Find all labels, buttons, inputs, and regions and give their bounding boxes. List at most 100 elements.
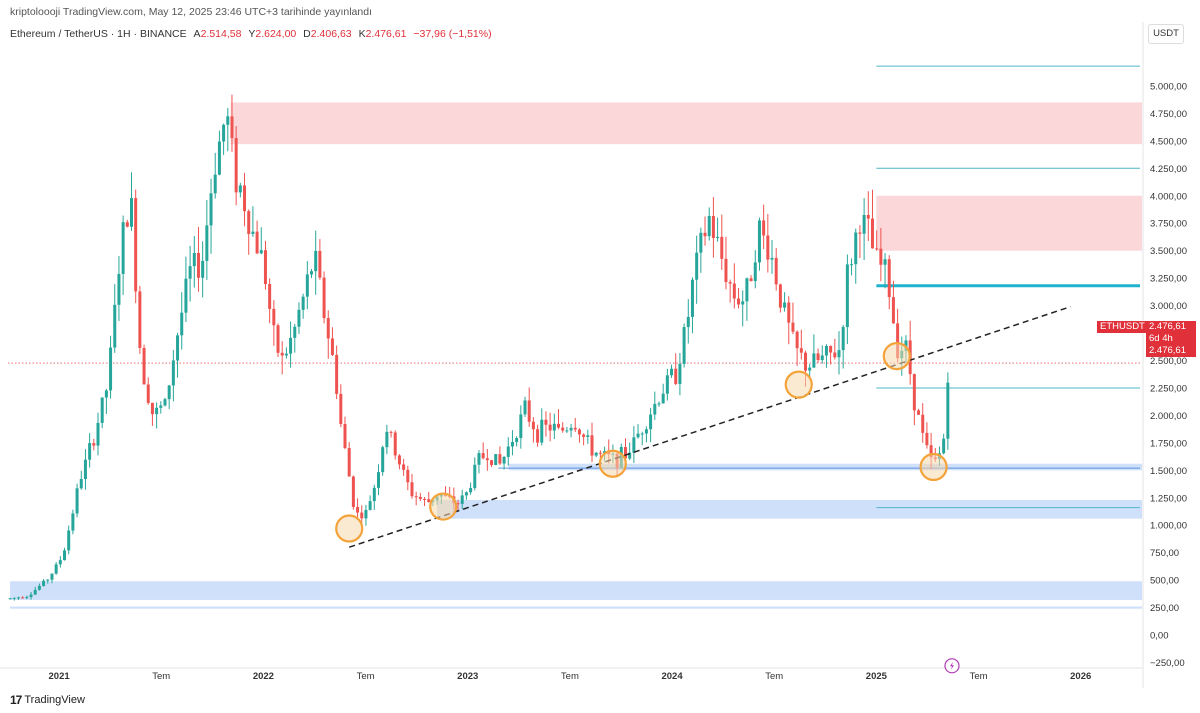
candle-body <box>586 435 590 437</box>
candle-body <box>247 211 251 234</box>
candle-body <box>222 124 226 142</box>
candle-body <box>21 597 25 599</box>
x-tick-label: 2021 <box>49 671 71 682</box>
candle-body <box>628 452 632 459</box>
candle-body <box>799 348 803 353</box>
candle-body <box>46 579 50 581</box>
candle-body <box>711 215 715 238</box>
y-tick-label: 4.250,00 <box>1150 164 1187 175</box>
lightning-bolt <box>949 661 954 670</box>
candle-body <box>929 445 933 458</box>
candle-body <box>209 193 213 226</box>
x-tick-label: 2025 <box>866 671 888 682</box>
support-zone <box>508 463 1142 471</box>
candle-body <box>16 597 20 599</box>
y-tick-label: 5.000,00 <box>1150 81 1187 92</box>
candle-body <box>720 236 724 259</box>
candle-body <box>360 512 364 519</box>
candle-body <box>841 327 845 351</box>
candle-body <box>330 338 334 355</box>
candle-body <box>804 352 808 371</box>
x-tick-label: 2026 <box>1070 671 1091 682</box>
touch-point-circle <box>919 452 948 482</box>
candle-body <box>829 345 833 353</box>
candle-body <box>883 259 887 265</box>
x-tick-label: 2022 <box>253 671 274 682</box>
candle-body <box>146 384 150 403</box>
candle-body <box>150 402 154 415</box>
candle-body <box>280 352 284 356</box>
candle-body <box>879 248 883 265</box>
candle-body <box>561 427 565 431</box>
candle-body <box>569 427 573 431</box>
candle-body <box>942 438 946 454</box>
candle-body <box>322 277 326 319</box>
x-tick-label: Tem <box>970 671 988 682</box>
candle-body <box>276 325 280 353</box>
candle-body <box>783 302 787 308</box>
candle-body <box>745 278 749 302</box>
candle-body <box>243 185 247 212</box>
candle-body <box>787 302 791 323</box>
candle-body <box>753 262 757 282</box>
candle-body <box>833 352 837 358</box>
candle-body <box>88 443 92 460</box>
candle-body <box>640 433 644 435</box>
currency-selector[interactable]: USDT <box>1148 24 1184 44</box>
candle-body <box>368 501 372 510</box>
candle-body <box>724 258 728 283</box>
candle-body <box>854 232 858 265</box>
y-tick-label: 4.000,00 <box>1150 191 1187 202</box>
candle-body <box>837 350 841 358</box>
candle-body <box>762 220 766 236</box>
touch-point-circle <box>429 492 458 521</box>
candle-body <box>770 257 774 260</box>
candle-body <box>318 250 322 278</box>
candle-body <box>469 487 473 493</box>
candle-body <box>259 250 263 254</box>
candle-body <box>50 573 54 580</box>
candle-body <box>255 231 259 254</box>
candle-body <box>263 250 267 284</box>
candle-body <box>502 456 506 464</box>
candle-body <box>866 214 870 219</box>
candle-body <box>393 432 397 456</box>
candle-body <box>117 273 121 305</box>
candle-body <box>741 301 745 305</box>
candle-body <box>205 225 209 261</box>
candle-body <box>527 400 531 422</box>
candle-body <box>138 291 142 348</box>
candle-body <box>96 422 100 446</box>
candle-body <box>766 235 770 260</box>
candle-body <box>716 236 720 238</box>
candle-body <box>603 451 607 453</box>
candle-body <box>297 309 301 327</box>
candle-body <box>134 198 138 292</box>
candle-body <box>875 248 879 250</box>
x-tick-label: 2024 <box>661 671 683 682</box>
tradingview-logo[interactable]: 17 TradingView <box>10 693 85 707</box>
candle-body <box>310 271 314 275</box>
candle-body <box>171 360 175 386</box>
candle-body <box>335 354 339 394</box>
touch-point-circle <box>335 514 364 543</box>
candle-body <box>531 421 535 430</box>
candle-body <box>364 509 368 519</box>
candle-body <box>192 252 196 267</box>
candle-body <box>376 472 380 488</box>
candle-body <box>113 304 117 348</box>
candle-body <box>397 455 401 465</box>
candle-body <box>33 589 37 595</box>
candle-body <box>234 138 238 193</box>
y-tick-label: 3.000,00 <box>1150 301 1187 312</box>
candle-body <box>92 443 96 446</box>
candle-body <box>544 419 548 425</box>
candle-body <box>896 323 900 359</box>
candle-body <box>347 448 351 477</box>
candle-body <box>268 283 272 309</box>
candle-body <box>774 257 778 285</box>
support-zone <box>10 606 1143 609</box>
candle-body <box>490 460 494 465</box>
